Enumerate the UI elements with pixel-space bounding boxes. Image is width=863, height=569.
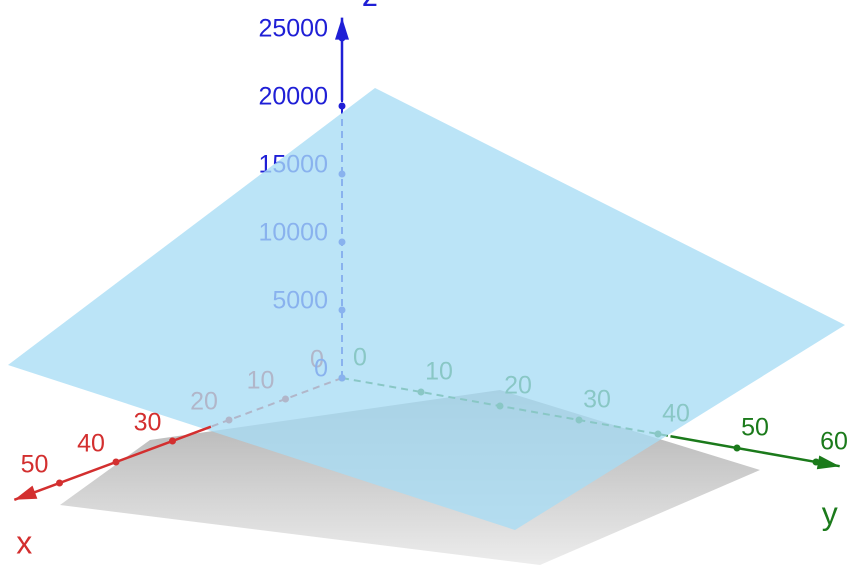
axis-title: z xyxy=(362,0,378,13)
x-tick-label: 30 xyxy=(134,409,162,437)
tick-mark xyxy=(338,34,346,42)
axis-line xyxy=(670,434,840,468)
tick-mark xyxy=(338,102,346,110)
axes-front: x 30 40 50 y 50 60 z 25000 xyxy=(13,0,848,560)
axis-line xyxy=(13,425,212,501)
tick-mark xyxy=(812,458,820,466)
y-tick-label: 50 xyxy=(741,414,769,442)
axis-title: x xyxy=(16,524,32,560)
y-tick-label: 60 xyxy=(820,428,848,456)
z-tick-label: 20000 xyxy=(258,83,328,111)
x-tick-label: 40 xyxy=(77,430,105,458)
axis-arrow xyxy=(14,485,38,500)
x-tick-label: 50 xyxy=(21,451,49,479)
tick-mark xyxy=(733,444,741,452)
axis-title: y xyxy=(822,496,838,532)
tick-mark xyxy=(56,479,63,487)
tick-mark xyxy=(112,458,120,466)
axis-arrow xyxy=(335,17,349,40)
z-tick-label: 25000 xyxy=(258,15,328,43)
plane-surface xyxy=(8,88,845,530)
axis-arrow xyxy=(816,455,840,470)
tick-mark xyxy=(169,437,176,445)
